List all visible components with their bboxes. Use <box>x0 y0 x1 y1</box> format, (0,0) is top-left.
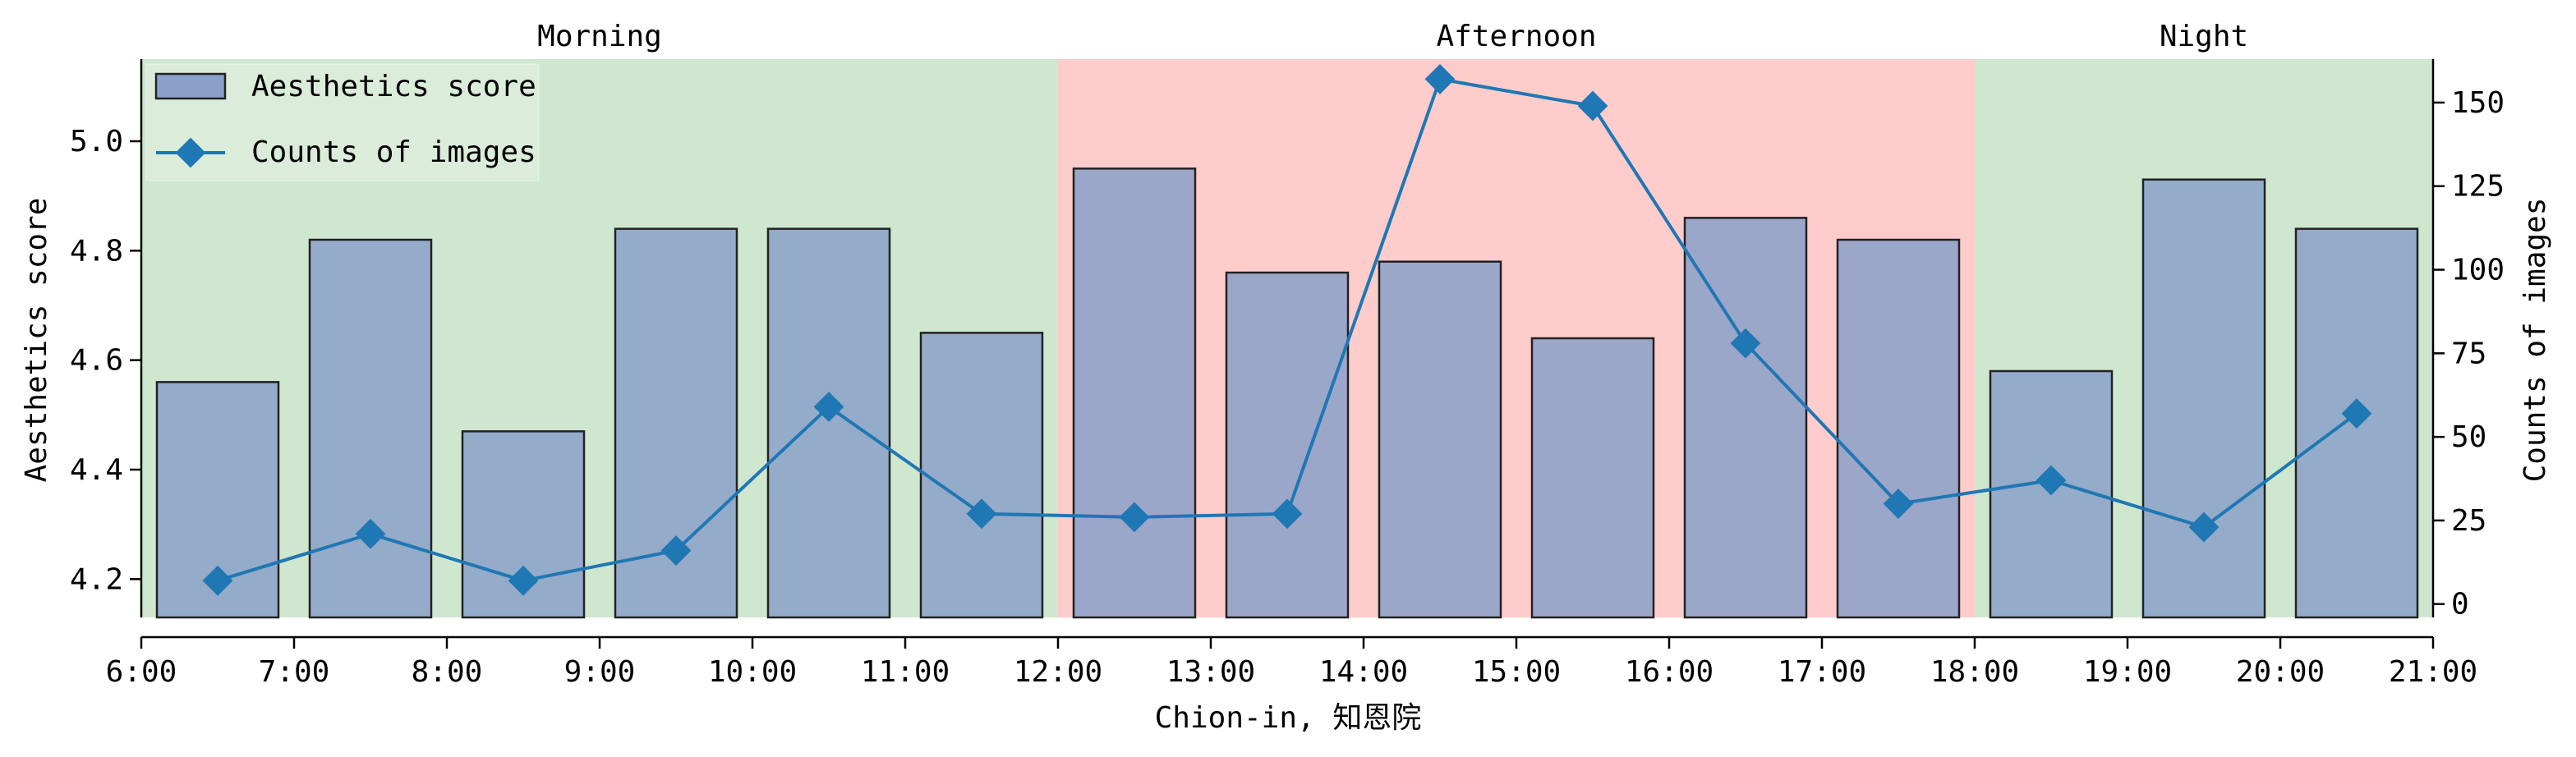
line-layer <box>202 64 2372 596</box>
x-tick-label: 9:00 <box>564 655 636 689</box>
bar <box>308 238 433 619</box>
y-right-tick-label: 100 <box>2451 254 2505 287</box>
line-point <box>355 518 386 549</box>
x-tick-label: 10:00 <box>708 655 797 689</box>
y-right-tick-label: 50 <box>2451 420 2486 454</box>
x-tick-label: 13:00 <box>1166 655 1255 689</box>
period-band <box>1058 59 1975 617</box>
axes: 6:00 7:00 8:00 9:00 10:00 11:00 12:00 13:00 14:0… <box>70 59 2505 689</box>
x-tick-label: 11:00 <box>861 655 950 689</box>
line-point <box>1424 64 1456 94</box>
y-left-tick-label: 5.0 <box>70 125 123 158</box>
legend: Aesthetics score Counts of images <box>145 63 540 181</box>
y-right-tick-label: 0 <box>2451 588 2469 622</box>
legend-label-bars: Aesthetics score <box>251 70 536 103</box>
bar <box>1530 337 1655 619</box>
bar <box>1378 260 1502 619</box>
line-point <box>508 565 539 596</box>
line-point <box>2341 398 2372 429</box>
period-band <box>141 59 1058 617</box>
y-right-tick-label: 75 <box>2451 337 2486 370</box>
x-tick-label: 8:00 <box>412 655 483 689</box>
legend-line-marker <box>175 137 206 168</box>
period-label: Afternoon <box>1436 20 1596 53</box>
legend-frame <box>145 63 540 181</box>
bar <box>766 227 891 619</box>
bar <box>919 332 1044 619</box>
y-axis-label-left: Aesthetics score <box>20 198 53 483</box>
x-tick-label: 7:00 <box>259 655 330 689</box>
y-left-tick-label: 4.4 <box>70 453 123 487</box>
y-right-tick-label: 150 <box>2451 86 2505 120</box>
line-point <box>966 498 997 530</box>
y-axis-label-right: Counts of images <box>2518 198 2552 483</box>
x-tick-label: 20:00 <box>2236 655 2325 689</box>
x-tick-label: 12:00 <box>1014 655 1102 689</box>
y-left-tick-label: 4.6 <box>70 344 123 378</box>
legend-label-line: Counts of images <box>251 135 536 169</box>
bar <box>1683 217 1808 619</box>
x-tick-label: 16:00 <box>1625 655 1714 689</box>
x-tick-label: 14:00 <box>1319 655 1408 689</box>
line-point <box>1119 502 1150 533</box>
x-tick-label: 15:00 <box>1472 655 1561 689</box>
y-left-tick-label: 4.2 <box>70 562 123 596</box>
line-point <box>660 535 692 566</box>
line-point <box>1272 498 1303 530</box>
line-point <box>1883 489 1914 519</box>
x-tick-label: 18:00 <box>1930 655 2019 689</box>
line-point <box>1730 328 1761 359</box>
y-right-tick-label: 125 <box>2451 170 2505 204</box>
x-tick-label: 6:00 <box>106 655 177 689</box>
line-point <box>813 392 844 422</box>
line-point <box>2188 512 2220 543</box>
x-tick-label: 17:00 <box>1778 655 1866 689</box>
y-left-tick-label: 4.8 <box>70 234 123 268</box>
period-label: Morning <box>537 20 662 53</box>
line-point <box>2036 465 2067 496</box>
line-point <box>202 565 233 596</box>
bar <box>1836 238 1961 619</box>
period-label: Night <box>2160 20 2248 53</box>
bar <box>1225 271 1350 619</box>
line-point <box>1577 90 1608 122</box>
bar <box>1072 167 1197 619</box>
x-axis-label: Chion-in, 知恩院 <box>1155 701 1422 735</box>
bar <box>2141 178 2266 619</box>
x-tick-label: 19:00 <box>2083 655 2172 689</box>
legend-bar-swatch <box>154 72 227 100</box>
bars <box>155 167 2419 619</box>
y-right-tick-label: 25 <box>2451 504 2486 538</box>
x-tick-label: 21:00 <box>2389 655 2477 689</box>
